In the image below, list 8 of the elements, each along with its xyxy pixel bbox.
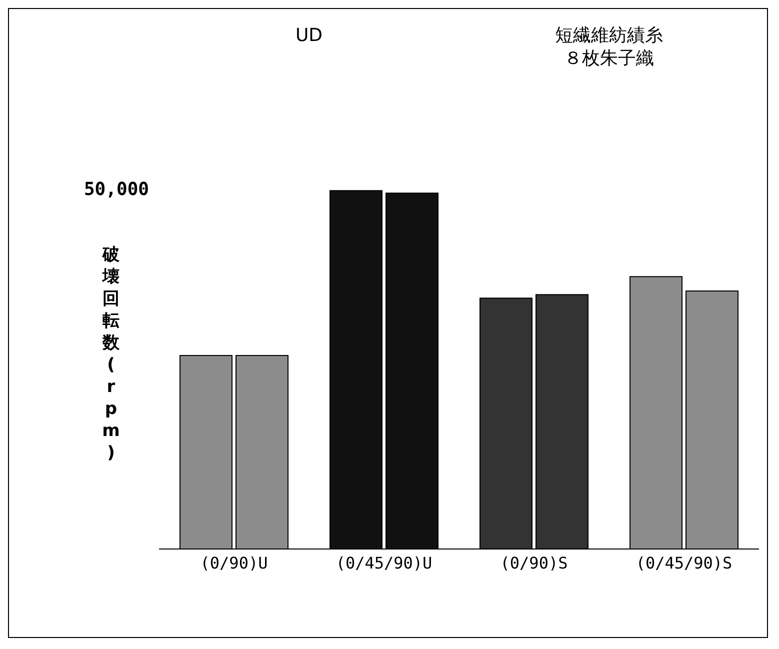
x-tick-label: (0/90)S [500,553,568,572]
text: 短繊維紡績糸８枚朱子織 [554,24,664,71]
x-tick-label: (0/45/90)S [636,553,732,572]
text: 破壊回転数(rpm) [102,245,120,463]
text: 50,000 [82,178,149,200]
x-tick-label: (0/45/90)U [336,553,432,572]
x-tick-label: (0/90)U [200,553,268,572]
text: UD [294,24,324,48]
